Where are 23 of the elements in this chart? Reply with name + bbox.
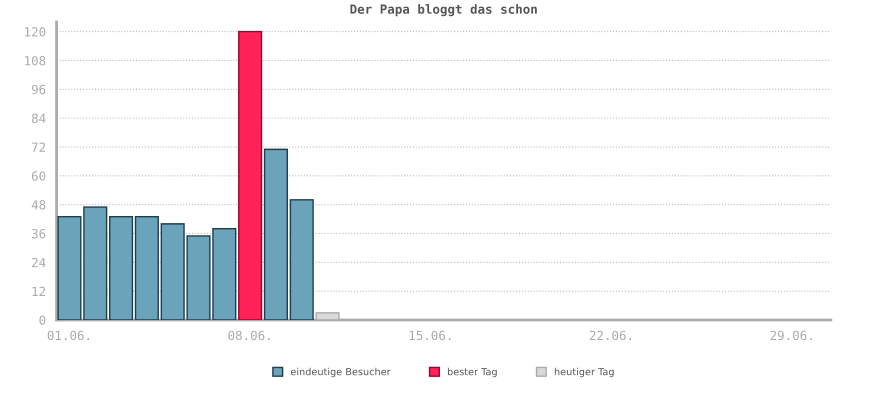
y-tick-label: 84	[32, 114, 46, 124]
x-tick-label: 22.06.	[590, 330, 632, 340]
bar	[212, 228, 236, 320]
legend-label: heutiger Tag	[554, 368, 614, 378]
bar	[186, 235, 211, 320]
x-tick-label: 01.06.	[48, 330, 90, 340]
bar	[238, 30, 262, 320]
y-tick-label: 36	[32, 228, 46, 238]
y-tick-label: 96	[32, 84, 46, 94]
x-tick-label: 15.06.	[410, 330, 450, 340]
y-tick-label: 48	[32, 200, 46, 210]
y-tick-label: 120	[25, 27, 46, 37]
legend-label: bester Tag	[448, 368, 497, 378]
x-tick-label: 29.06.	[770, 330, 812, 340]
chart-title: Der Papa bloggt das schon	[350, 4, 537, 16]
y-tick-label: 12	[32, 286, 46, 296]
x-tick-label: 08.06.	[228, 330, 270, 340]
y-tick-label: 60	[32, 171, 46, 181]
y-tick-label: 72	[32, 142, 46, 152]
y-tick-label: 108	[25, 56, 46, 66]
y-tick-label: 0	[39, 316, 46, 325]
y-tick-label: 24	[32, 258, 46, 268]
legend-label: eindeutige Besucher	[290, 368, 391, 378]
